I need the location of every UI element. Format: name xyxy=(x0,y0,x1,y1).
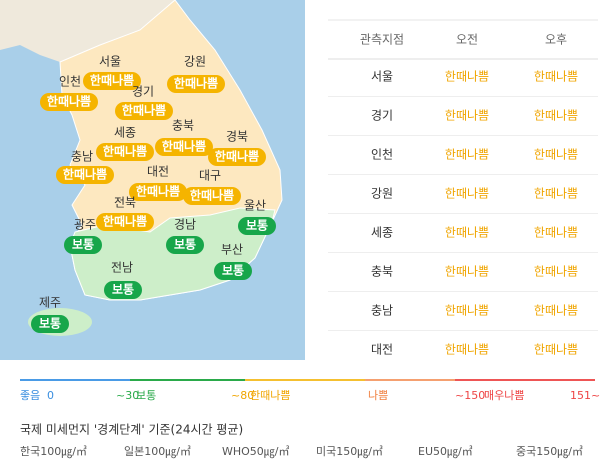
status-text: 한때나쁨 xyxy=(90,73,134,88)
status-text: 보통 xyxy=(112,282,134,297)
legend-label: 매우나쁨 xyxy=(484,389,524,402)
status-pill xyxy=(115,102,173,120)
region-name: 경기 xyxy=(132,85,154,99)
status-pill xyxy=(214,262,252,280)
table-header: 오전 xyxy=(456,33,478,47)
table-cell: 충남 xyxy=(371,304,393,318)
region-name: 충남 xyxy=(71,150,93,164)
status-pill xyxy=(208,148,266,166)
status-pill xyxy=(166,236,204,254)
status-pill xyxy=(155,138,213,156)
table-cell: 서울 xyxy=(371,70,393,84)
table-cell: 한때나쁨 xyxy=(445,70,489,84)
standard: WHO50㎍/㎥ xyxy=(222,445,290,458)
footer-panel xyxy=(0,360,601,472)
table-cell: 한때나쁨 xyxy=(534,148,578,162)
status-text: 보통 xyxy=(39,316,61,331)
status-text: 한때나쁨 xyxy=(103,144,147,159)
status-pill xyxy=(96,143,154,161)
standard: 일본100㎍/㎥ xyxy=(124,444,191,458)
table-header: 오후 xyxy=(545,33,567,47)
status-text: 한때나쁨 xyxy=(122,103,166,118)
region-name: 서울 xyxy=(99,55,121,69)
status-pill xyxy=(167,75,225,93)
standard: 한국100㎍/㎥ xyxy=(20,445,87,458)
region-name: 대전 xyxy=(147,165,169,179)
region-name: 대구 xyxy=(199,169,221,183)
table-cell: 한때나쁨 xyxy=(445,265,489,279)
status-text: 한때나쁨 xyxy=(190,188,234,203)
status-text: 보통 xyxy=(174,237,196,252)
legend-label: ~30 xyxy=(116,389,139,402)
region-name: 경남 xyxy=(174,218,196,232)
table-cell: 한때나쁨 xyxy=(534,187,578,201)
standard: 미국150㎍/㎥ xyxy=(316,445,383,458)
table-cell: 강원 xyxy=(371,187,393,201)
region-name: 부산 xyxy=(221,243,243,257)
status-text: 한때나쁨 xyxy=(103,214,147,229)
table-cell: 한때나쁨 xyxy=(534,226,578,240)
status-pill xyxy=(31,315,69,333)
status-text: 한때나쁨 xyxy=(136,184,180,199)
table-panel xyxy=(305,0,601,360)
region-name: 전북 xyxy=(114,196,136,210)
status-pill xyxy=(56,166,114,184)
region-name: 전남 xyxy=(111,261,133,275)
table-cell: 경기 xyxy=(371,109,393,123)
legend-label: 한때나쁨 xyxy=(250,389,290,402)
legend-label: 0 xyxy=(47,389,54,402)
table-cell: 한때나쁨 xyxy=(445,148,489,162)
table-cell: 한때나쁨 xyxy=(445,343,489,357)
table-cell: 한때나쁨 xyxy=(445,304,489,318)
status-pill xyxy=(238,217,276,235)
table-cell: 세종 xyxy=(371,226,393,240)
region-name: 인천 xyxy=(59,74,81,89)
status-text: 보통 xyxy=(222,263,244,278)
status-text: 보통 xyxy=(72,237,94,252)
table-cell: 한때나쁨 xyxy=(534,343,578,357)
standard: EU50㎍/㎥ xyxy=(418,445,473,458)
status-text: 한때나쁨 xyxy=(215,149,259,164)
legend-label: 좋음 xyxy=(20,389,40,402)
legend-label: 151~ xyxy=(570,389,600,402)
status-pill xyxy=(40,93,98,111)
region-name: 경북 xyxy=(226,130,248,144)
table-cell: 한때나쁨 xyxy=(534,109,578,123)
north-land xyxy=(0,0,175,62)
legend-label: 보통 xyxy=(136,389,156,402)
status-pill xyxy=(104,281,142,299)
table-cell: 한때나쁨 xyxy=(445,109,489,123)
legend-label: 나쁨 xyxy=(368,389,388,402)
table-header: 관측지점 xyxy=(360,33,404,47)
legend-label: ~80 xyxy=(231,389,254,402)
footer-title: 국제 미세먼지 '경계단계' 기준(24시간 평균) xyxy=(20,423,243,437)
status-pill xyxy=(96,213,154,231)
status-pill xyxy=(83,72,141,90)
status-pill xyxy=(64,236,102,254)
status-text: 한때나쁨 xyxy=(63,167,107,182)
status-text: 한때나쁨 xyxy=(174,76,218,91)
region-name: 울산 xyxy=(244,199,266,213)
table-cell: 한때나쁨 xyxy=(445,187,489,201)
table-cell: 한때나쁨 xyxy=(534,304,578,318)
table-cell: 대전 xyxy=(371,343,393,357)
table-cell: 한때나쁨 xyxy=(445,226,489,240)
table-cell: 충북 xyxy=(371,265,393,279)
region-name: 세종 xyxy=(114,126,136,140)
region-name: 충북 xyxy=(172,119,194,133)
table-cell: 한때나쁨 xyxy=(534,265,578,279)
table-cell: 인천 xyxy=(371,147,393,162)
status-pill xyxy=(183,187,241,205)
status-text: 한때나쁨 xyxy=(162,139,206,154)
region-name: 강원 xyxy=(184,55,206,69)
legend-label: ~150 xyxy=(455,389,485,402)
region-name: 제주 xyxy=(39,296,61,310)
status-pill xyxy=(129,183,187,201)
status-text: 보통 xyxy=(246,218,268,233)
status-text: 한때나쁨 xyxy=(47,94,91,109)
standard: 중국150㎍/㎥ xyxy=(516,445,583,458)
table-cell: 한때나쁨 xyxy=(534,70,578,84)
region-name: 광주 xyxy=(74,218,96,232)
